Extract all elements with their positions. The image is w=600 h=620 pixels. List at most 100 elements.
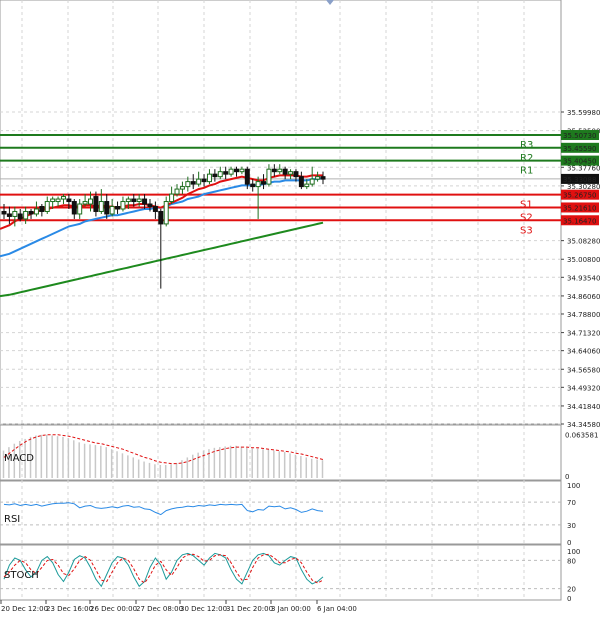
rsi-indicator: 100 70 30 0 bbox=[0, 482, 580, 547]
candle-body bbox=[147, 203, 153, 208]
price-tick-label: 34.34580 bbox=[567, 421, 600, 429]
candle bbox=[17, 208, 23, 222]
level-name-r2: R2 bbox=[520, 153, 533, 164]
candle bbox=[288, 169, 294, 180]
price-tick-label: 34.56580 bbox=[567, 366, 600, 374]
stoch-tick-label: 80 bbox=[567, 557, 576, 565]
price-tick-label: 35.30280 bbox=[567, 183, 600, 191]
candle bbox=[33, 201, 39, 217]
candle bbox=[196, 171, 202, 187]
candle-body bbox=[125, 198, 131, 203]
candle bbox=[152, 201, 158, 219]
macd-indicator: 0.063581 0 bbox=[2, 431, 598, 481]
candle-body bbox=[82, 201, 88, 205]
candle bbox=[55, 196, 61, 207]
rsi-tick-label: 0 bbox=[567, 539, 571, 547]
candle-body bbox=[142, 198, 148, 205]
candle-body bbox=[136, 198, 142, 203]
candle bbox=[98, 189, 104, 214]
candle-body bbox=[50, 198, 56, 203]
level-tag-s1: 35.26750 bbox=[563, 192, 596, 200]
candle bbox=[93, 191, 99, 217]
candle bbox=[293, 169, 299, 182]
level-tag-s2: 35.21610 bbox=[563, 204, 596, 212]
candle bbox=[206, 169, 212, 185]
level-tag-r2: 35.45590 bbox=[563, 145, 596, 153]
scroll-marker-icon bbox=[326, 0, 334, 5]
price-tick-label: 35.37760 bbox=[567, 164, 600, 172]
candle-body bbox=[39, 206, 45, 212]
candle-body bbox=[304, 183, 310, 188]
time-tick-label: 31 Dec 20:00 bbox=[226, 605, 273, 613]
candle bbox=[136, 194, 142, 207]
candle-body bbox=[239, 168, 245, 173]
candle-body bbox=[77, 203, 83, 215]
candle bbox=[109, 199, 115, 217]
candle-body bbox=[152, 206, 158, 212]
candle-body bbox=[174, 188, 180, 195]
candle bbox=[233, 166, 239, 177]
price-tick-label: 34.71320 bbox=[567, 330, 600, 338]
candle bbox=[77, 199, 83, 219]
candle bbox=[179, 181, 185, 195]
level-name-s2: S2 bbox=[520, 212, 533, 223]
candle-body bbox=[266, 168, 272, 185]
level-tag-s3: 35.16470 bbox=[563, 217, 596, 225]
candle-body bbox=[109, 206, 115, 215]
stoch-d-line bbox=[3, 553, 324, 584]
candle-body bbox=[33, 208, 39, 215]
candle bbox=[66, 194, 72, 209]
price-tick-label: 34.41840 bbox=[567, 403, 600, 411]
rsi-panel bbox=[0, 480, 562, 545]
candle-body bbox=[201, 178, 207, 183]
candle-body bbox=[179, 186, 185, 190]
candle bbox=[309, 166, 315, 187]
candle bbox=[190, 174, 196, 190]
candle bbox=[261, 174, 267, 190]
candle-body bbox=[309, 178, 315, 185]
candle-body bbox=[66, 198, 72, 203]
candle bbox=[82, 194, 88, 207]
candle bbox=[185, 176, 191, 192]
stoch-panel bbox=[0, 544, 562, 601]
current-price-label: 35.33088 bbox=[563, 176, 596, 184]
candle-body bbox=[250, 183, 256, 188]
candle-body bbox=[60, 196, 66, 200]
candle bbox=[71, 199, 77, 219]
candle-body bbox=[185, 181, 191, 188]
candle bbox=[115, 201, 121, 214]
candle bbox=[158, 208, 164, 289]
stoch-label: STOCH bbox=[4, 570, 39, 581]
candle-body bbox=[169, 193, 175, 203]
candle bbox=[1, 204, 7, 219]
grid bbox=[0, 0, 561, 600]
level-tags: 35.50730 35.45590 35.40450 35.26750 35.21610… bbox=[561, 130, 599, 226]
candles bbox=[1, 164, 326, 289]
rsi-label: RSI bbox=[4, 514, 20, 525]
candle bbox=[23, 206, 29, 224]
level-tag-bg bbox=[561, 155, 599, 166]
candle bbox=[228, 166, 234, 177]
candle bbox=[6, 206, 12, 224]
candle-body bbox=[93, 196, 99, 212]
level-tag-bg bbox=[561, 215, 599, 226]
candle-body bbox=[233, 168, 239, 173]
candle bbox=[44, 196, 50, 214]
candle bbox=[88, 191, 94, 212]
candle bbox=[271, 164, 277, 177]
candle-body bbox=[315, 176, 321, 180]
candle-body bbox=[104, 201, 110, 215]
price-tick-label: 35.08280 bbox=[567, 238, 600, 246]
level-name-s3: S3 bbox=[520, 225, 533, 236]
time-tick-label: 3 Jan 00:00 bbox=[271, 605, 311, 613]
candle bbox=[277, 164, 283, 175]
current-price-bg bbox=[561, 173, 599, 184]
candle-body bbox=[196, 178, 202, 185]
candle bbox=[60, 194, 66, 205]
candle-body bbox=[293, 171, 299, 178]
candle-body bbox=[255, 181, 261, 188]
time-tick-label: 23 Dec 16:00 bbox=[46, 605, 93, 613]
candle-body bbox=[115, 206, 121, 210]
